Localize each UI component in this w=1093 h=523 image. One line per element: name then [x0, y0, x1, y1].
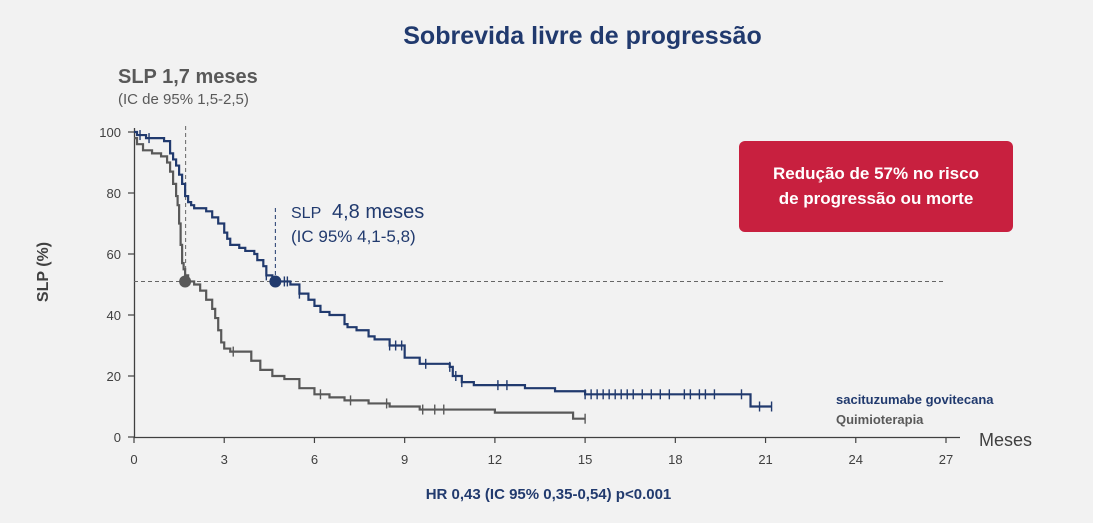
censor-marks	[139, 130, 773, 424]
hazard-ratio-text: HR 0,43 (IC 95% 0,35-0,54) p<0.001	[425, 486, 672, 503]
chart-title: Sobrevida livre de progressão	[403, 22, 762, 50]
sg-curve	[134, 130, 772, 408]
y-tick-label: 60	[107, 247, 121, 262]
x-tick-label: 24	[849, 452, 863, 467]
x-tick-label: 15	[578, 452, 592, 467]
pfs-chemo-label: SLP 1,7 meses	[118, 66, 258, 88]
x-axis-label: Meses	[979, 430, 1032, 450]
x-tick-label: 21	[758, 452, 772, 467]
pfs-sg-label-value: 4,8 meses	[332, 201, 424, 223]
legend-sg: sacituzumabe govitecana	[836, 392, 994, 407]
y-tick-label: 80	[107, 186, 121, 201]
pfs-chemo-ci: (IC de 95% 1,5-2,5)	[118, 91, 249, 108]
y-tick-label: 40	[107, 308, 121, 323]
legend-chemo: Quimioterapia	[836, 412, 924, 427]
x-tick-label: 9	[401, 452, 408, 467]
callout-line-2: de progressão ou morte	[778, 188, 974, 208]
axes: 0 3 6 9 12 15 18 21 24 27 0 20 40 60 80 100	[99, 125, 960, 467]
x-tick-label: 3	[221, 452, 228, 467]
chemo-curve	[134, 137, 586, 420]
chemo-median-point	[179, 275, 192, 288]
x-tick-label: 18	[668, 452, 682, 467]
x-tick-label: 12	[488, 452, 502, 467]
sg-median-point	[269, 275, 282, 288]
median-points	[179, 275, 282, 288]
x-tick-label: 6	[311, 452, 318, 467]
x-tick-label: 0	[130, 452, 137, 467]
annotations: SLP 4,8 meses (IC 95% 4,1-5,8) sacituzum…	[291, 201, 1032, 450]
pfs-sg-label-small: SLP	[291, 205, 321, 222]
x-tick-label: 27	[939, 452, 953, 467]
y-tick-label: 20	[107, 369, 121, 384]
median-guides	[134, 126, 946, 282]
callout-line-1: Redução de 57% no risco	[773, 163, 979, 183]
survival-curves	[134, 130, 772, 420]
y-tick-label: 100	[99, 125, 121, 140]
pfs-sg-ci: (IC 95% 4,1-5,8)	[291, 227, 416, 246]
risk-reduction-callout: Redução de 57% no risco de progressão ou…	[739, 141, 1013, 232]
y-tick-label: 0	[114, 430, 121, 445]
